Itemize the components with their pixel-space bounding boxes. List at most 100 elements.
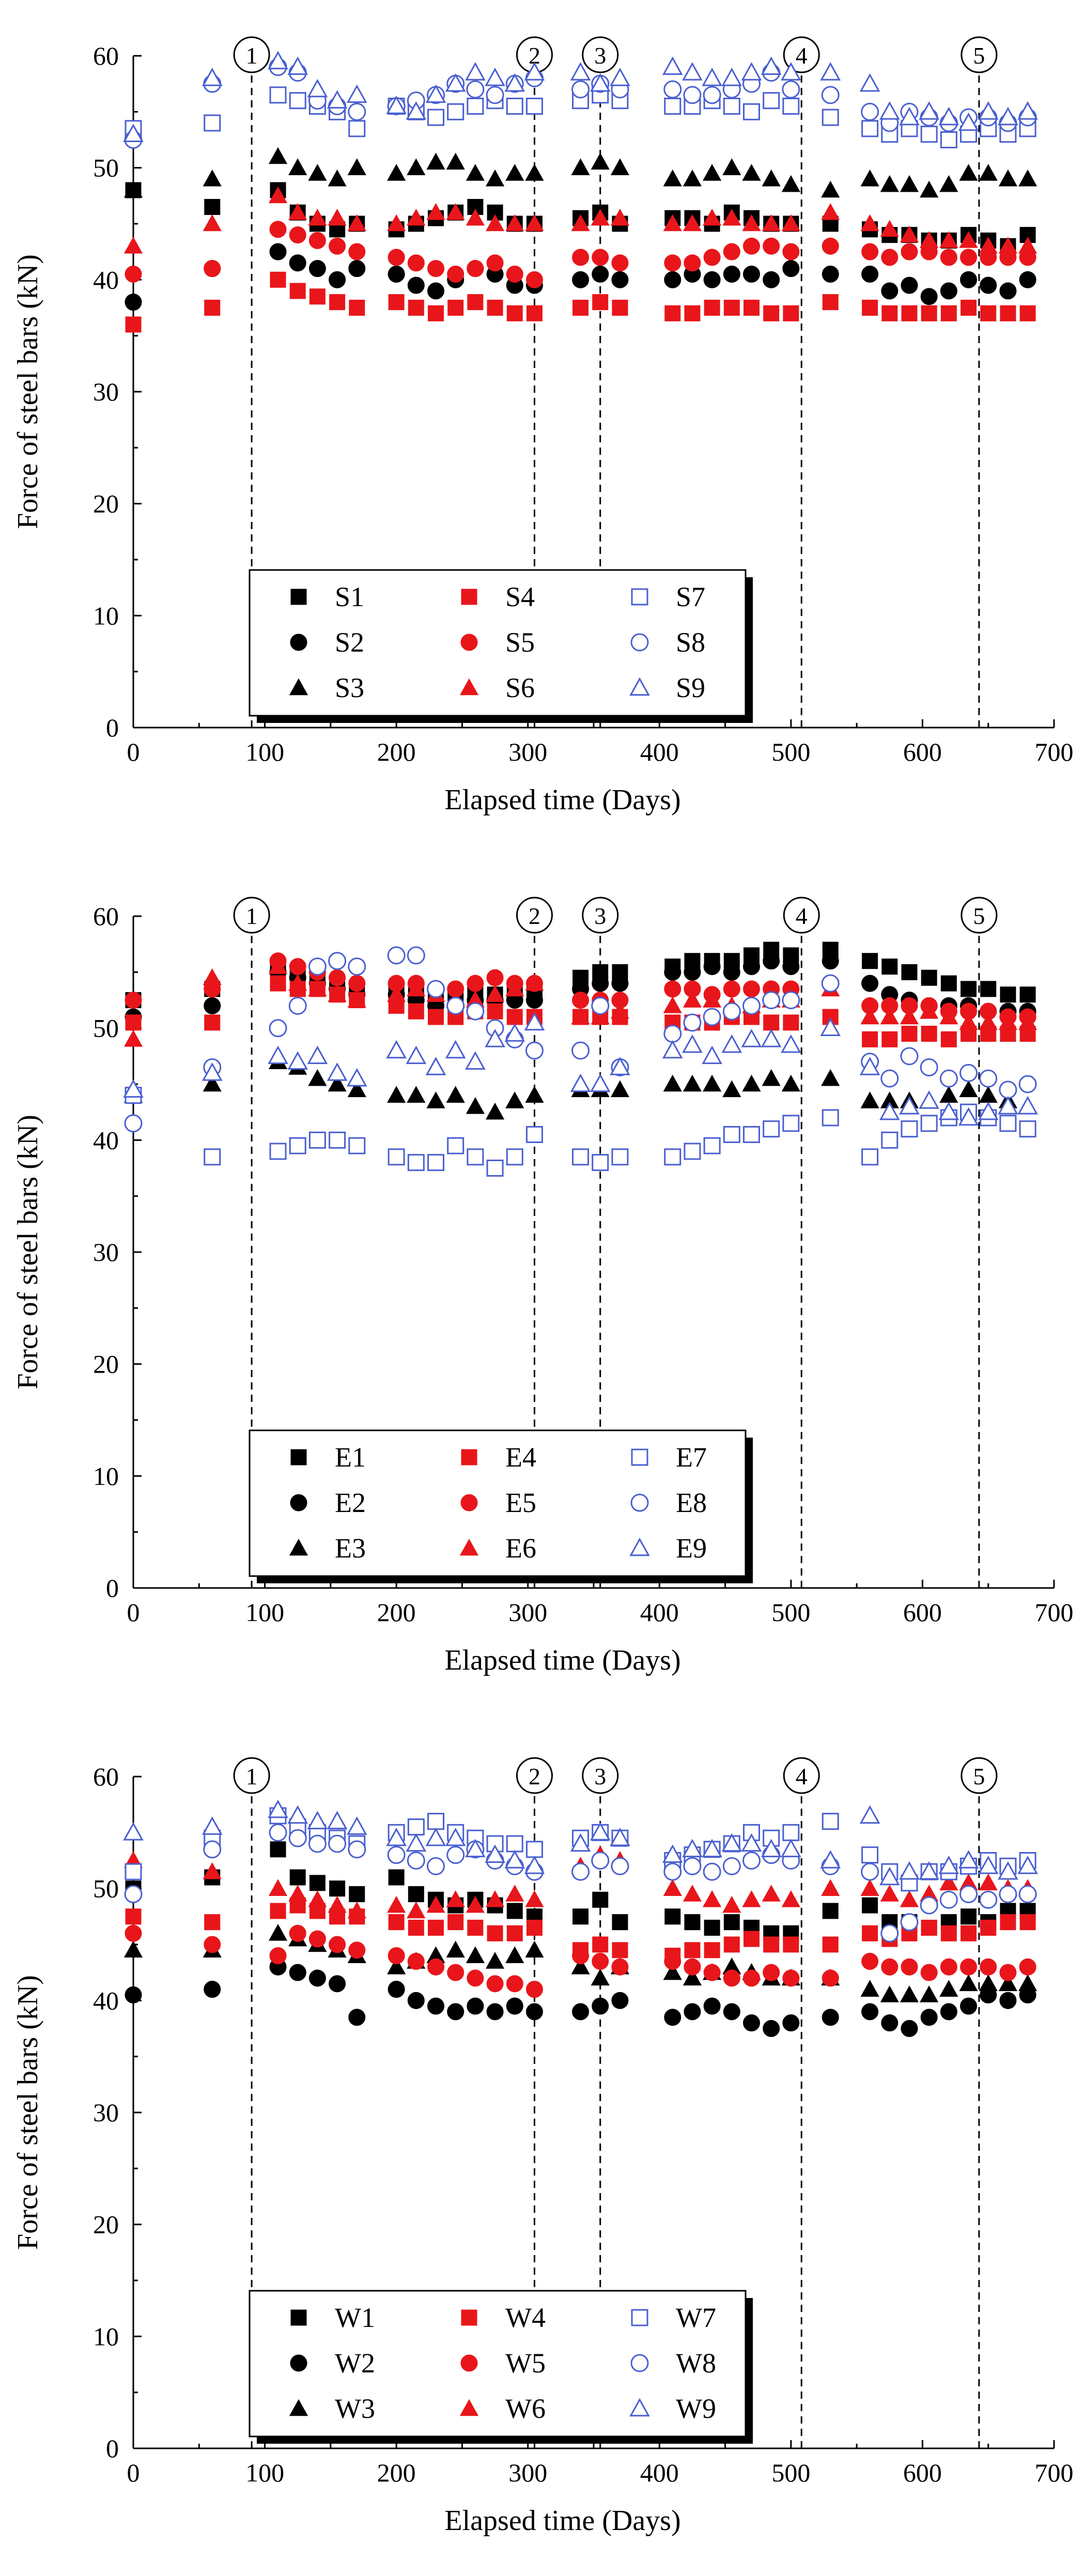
data-point-S4 (270, 271, 286, 288)
data-point-W7 (427, 1813, 445, 1830)
data-point-E5 (329, 969, 346, 986)
data-point-W2 (388, 1981, 405, 1998)
x-tick-label: 700 (1035, 2458, 1074, 2487)
data-point-S5 (329, 237, 346, 255)
data-point-S5 (782, 243, 800, 260)
data-point-E5 (125, 992, 142, 1009)
data-point-E4 (408, 1003, 424, 1020)
data-point-E3 (446, 1086, 465, 1103)
data-point-S6 (742, 214, 761, 232)
data-point-E3 (505, 1091, 524, 1108)
data-point-E9 (899, 1096, 920, 1115)
data-point-S5 (592, 249, 609, 266)
data-point-W2 (506, 1997, 523, 2015)
data-point-E7 (684, 1143, 701, 1160)
event-marker-circle-2 (516, 1757, 553, 1794)
data-point-S2 (999, 282, 1017, 300)
data-point-S9 (998, 106, 1018, 126)
data-point-W2 (407, 1992, 425, 2009)
data-point-S4 (862, 300, 878, 316)
data-point-E8 (979, 1069, 998, 1088)
data-point-E8 (999, 1081, 1017, 1099)
data-point-E2 (763, 952, 780, 970)
event-marker-label-4: 4 (796, 1763, 808, 1790)
data-point-E7 (269, 1143, 287, 1160)
data-point-S4 (664, 305, 681, 321)
data-point-S6 (860, 214, 879, 232)
data-point-S3 (900, 175, 919, 192)
data-point-S2 (901, 276, 918, 294)
data-point-W3 (571, 1957, 590, 1975)
data-point-E8 (762, 991, 781, 1009)
data-point-S6 (663, 214, 682, 232)
data-point-W5 (684, 1958, 701, 1976)
legend-label-E5: E5 (505, 1487, 536, 1518)
data-point-W6 (781, 1890, 800, 1907)
data-point-W9 (879, 1867, 900, 1886)
data-point-S6 (308, 208, 327, 226)
data-point-W9 (781, 1839, 801, 1858)
data-point-S8 (861, 102, 879, 121)
data-point-S5 (486, 254, 504, 272)
data-point-S4 (1000, 305, 1016, 321)
data-point-W5 (506, 1975, 523, 1993)
data-point-E4 (921, 1026, 937, 1042)
legend-marker-E2 (290, 1494, 307, 1511)
data-point-E8 (288, 996, 307, 1015)
data-point-E9 (721, 1034, 742, 1053)
data-point-E9 (425, 1057, 446, 1075)
y-tick-label: 40 (93, 1125, 119, 1154)
data-point-E6 (703, 991, 722, 1008)
data-point-E4 (783, 1014, 799, 1031)
data-point-S6 (347, 214, 366, 232)
data-point-S3 (407, 158, 426, 175)
data-point-E3 (821, 1069, 840, 1086)
data-point-S5 (269, 221, 287, 238)
legend-label-E4: E4 (505, 1442, 536, 1473)
data-point-E6 (591, 1007, 610, 1025)
data-point-S9 (662, 56, 683, 75)
data-point-W2 (960, 1997, 978, 2015)
data-point-W8 (683, 1857, 702, 1875)
data-point-S5 (289, 226, 306, 244)
data-point-S7 (920, 126, 938, 143)
data-point-S3 (387, 164, 406, 181)
event-marker-label-5: 5 (973, 42, 985, 69)
data-point-E9 (998, 1096, 1018, 1115)
data-point-W8 (427, 1857, 445, 1875)
data-point-S4 (408, 300, 424, 316)
data-point-W6 (979, 1873, 998, 1891)
data-point-W5 (861, 1953, 879, 1970)
data-point-W2 (447, 2003, 464, 2020)
legend-label-W2: W2 (335, 2348, 375, 2379)
event-marker-circle-1 (233, 897, 270, 934)
data-point-E9 (820, 1017, 841, 1036)
data-point-S3 (880, 175, 899, 192)
data-point-E6 (683, 991, 702, 1008)
data-point-S4 (881, 305, 898, 321)
y-axis-title: Force of steel bars (kN) (12, 1115, 44, 1390)
data-point-S4 (980, 305, 997, 321)
data-point-E2 (703, 958, 721, 975)
data-point-S6 (268, 186, 288, 204)
y-tick-label: 30 (93, 1238, 119, 1267)
data-point-W2 (289, 1964, 306, 1981)
data-point-E8 (124, 1114, 143, 1133)
y-tick-label: 0 (106, 2434, 119, 2463)
data-point-E8 (328, 952, 347, 970)
data-point-E9 (1017, 1096, 1038, 1115)
data-point-S4 (612, 300, 628, 316)
data-point-S3 (998, 169, 1017, 187)
legend-box (249, 1429, 747, 1577)
data-point-E9 (346, 1068, 367, 1087)
data-point-S7 (822, 109, 839, 126)
legend-marker-S8 (630, 633, 649, 652)
data-point-S6 (920, 231, 939, 248)
data-point-S9 (702, 67, 722, 86)
legend-label-E3: E3 (335, 1533, 366, 1564)
data-point-E9 (741, 1028, 762, 1047)
data-point-S6 (387, 214, 406, 232)
data-point-W6 (466, 1895, 485, 1913)
